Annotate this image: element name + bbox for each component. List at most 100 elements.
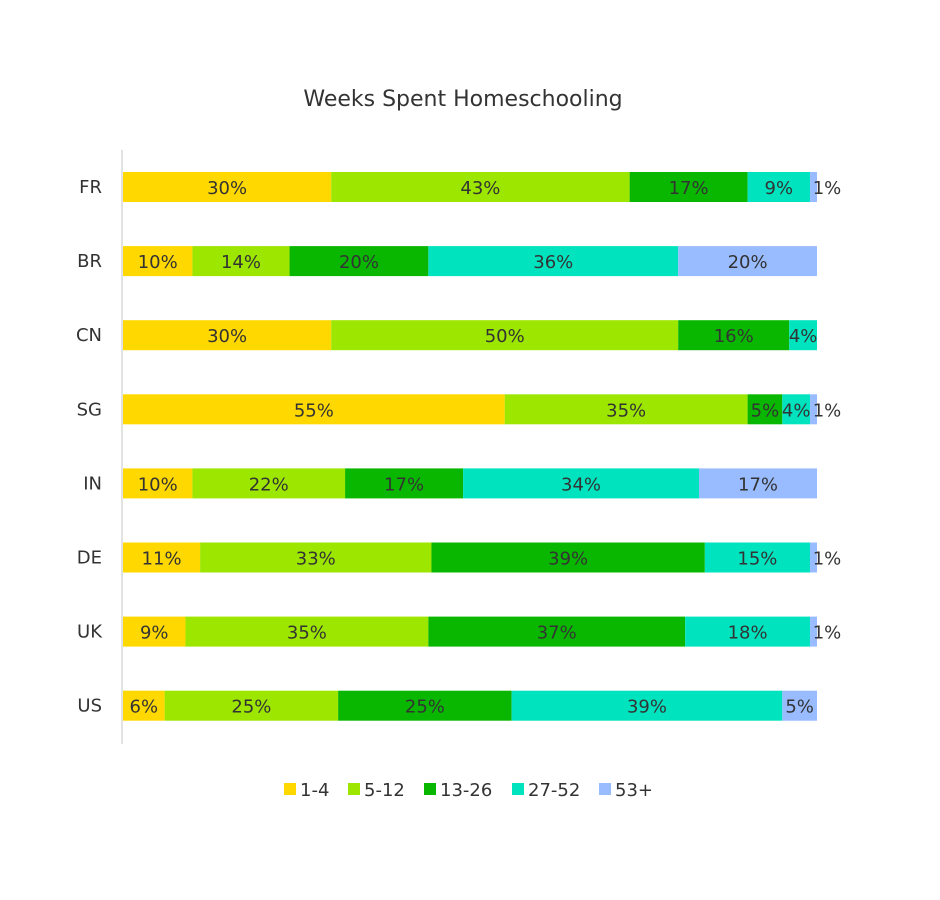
data-label: 34% bbox=[561, 474, 601, 495]
data-label: 39% bbox=[548, 549, 588, 570]
bar-segment bbox=[431, 542, 705, 573]
category-label: IN bbox=[83, 473, 102, 494]
data-label: 9% bbox=[765, 178, 794, 199]
legend: 1-4 5-12 13-26 27-52 53+ bbox=[284, 780, 653, 801]
bar-segment bbox=[428, 246, 679, 277]
category-label: BR bbox=[77, 251, 102, 272]
chart-title: Weeks Spent Homeschooling bbox=[303, 87, 622, 112]
bar-segment bbox=[428, 616, 686, 647]
category-label: SG bbox=[77, 399, 102, 420]
bar-segment bbox=[699, 468, 817, 499]
bar-segment bbox=[123, 690, 165, 721]
data-label: 1% bbox=[813, 400, 842, 421]
bar-segment bbox=[123, 468, 193, 499]
data-label: 14% bbox=[221, 252, 261, 273]
bar-segment bbox=[123, 172, 332, 202]
data-label: 25% bbox=[405, 697, 445, 718]
bar-segment bbox=[123, 542, 201, 573]
data-label: 18% bbox=[728, 623, 768, 644]
data-label: 10% bbox=[138, 474, 178, 495]
legend-label: 5-12 bbox=[364, 780, 405, 801]
data-label: 20% bbox=[339, 252, 379, 273]
bar-segment bbox=[192, 246, 290, 277]
data-label: 5% bbox=[785, 697, 814, 718]
legend-swatch bbox=[512, 783, 524, 795]
legend-swatch bbox=[284, 783, 296, 795]
legend-label: 53+ bbox=[615, 780, 653, 801]
bar-segment bbox=[331, 320, 679, 351]
bar-segment bbox=[200, 542, 432, 573]
bar-segment bbox=[789, 320, 817, 351]
bar-segment bbox=[123, 246, 193, 277]
bar-segment bbox=[810, 616, 817, 647]
data-label: 43% bbox=[460, 178, 500, 199]
data-label: 17% bbox=[738, 474, 778, 495]
data-label: 4% bbox=[782, 400, 811, 421]
legend-label: 13-26 bbox=[440, 780, 492, 801]
legend-swatch bbox=[348, 783, 360, 795]
bar-segment bbox=[289, 246, 429, 277]
data-label: 55% bbox=[294, 400, 334, 421]
data-label: 39% bbox=[627, 697, 667, 718]
bar-segment bbox=[123, 320, 332, 351]
legend-swatch bbox=[424, 783, 436, 795]
bar-segment bbox=[511, 690, 783, 721]
data-label: 36% bbox=[533, 252, 573, 273]
category-label: US bbox=[77, 696, 102, 717]
data-label: 15% bbox=[737, 549, 777, 570]
bar-segment bbox=[123, 616, 186, 647]
bar-segment bbox=[504, 394, 748, 425]
data-label: 30% bbox=[207, 326, 247, 347]
bar-segment bbox=[810, 172, 817, 202]
data-label: 9% bbox=[140, 623, 169, 644]
category-label: FR bbox=[79, 177, 102, 198]
bar-segment bbox=[747, 394, 783, 425]
bar-segment bbox=[685, 616, 811, 647]
legend-label: 1-4 bbox=[300, 780, 329, 801]
bar-segment bbox=[192, 468, 346, 499]
bar-segment bbox=[782, 690, 817, 721]
bar-segment bbox=[331, 172, 630, 202]
data-label: 30% bbox=[207, 178, 247, 199]
data-label: 16% bbox=[714, 326, 754, 347]
data-label: 20% bbox=[728, 252, 768, 273]
data-label: 17% bbox=[384, 474, 424, 495]
bar-segment bbox=[704, 542, 810, 573]
bar-segment bbox=[345, 468, 464, 499]
bar-segment bbox=[164, 690, 339, 721]
data-label: 37% bbox=[537, 623, 577, 644]
bar-segment bbox=[809, 542, 817, 573]
data-label: 1% bbox=[813, 178, 842, 199]
data-label: 17% bbox=[669, 178, 709, 199]
bar-segment bbox=[185, 616, 429, 647]
data-label: 50% bbox=[485, 326, 525, 347]
legend-swatch bbox=[599, 783, 611, 795]
bar-segment bbox=[338, 690, 512, 721]
bars-group: FR 30% 43% 17% 9% 1% BR 10% 14% 20% 36% 20% CN 30% 50%… bbox=[76, 172, 841, 721]
bar-segment bbox=[463, 468, 700, 499]
bar-segment bbox=[629, 172, 748, 202]
data-label: 22% bbox=[249, 474, 289, 495]
data-label: 35% bbox=[287, 623, 327, 644]
data-label: 33% bbox=[296, 549, 336, 570]
bar-segment bbox=[678, 246, 817, 277]
data-label: 4% bbox=[789, 326, 818, 347]
legend-label: 27-52 bbox=[528, 780, 580, 801]
data-label: 25% bbox=[231, 697, 271, 718]
category-label: UK bbox=[77, 622, 103, 643]
data-label: 11% bbox=[142, 549, 182, 570]
data-label: 35% bbox=[606, 400, 646, 421]
category-label: CN bbox=[76, 325, 102, 346]
bar-segment bbox=[782, 394, 811, 425]
data-label: 1% bbox=[813, 623, 842, 644]
data-label: 1% bbox=[813, 549, 842, 570]
data-label: 6% bbox=[130, 697, 159, 718]
data-label: 10% bbox=[138, 252, 178, 273]
bar-segment bbox=[747, 172, 811, 202]
bar-segment bbox=[810, 394, 817, 425]
data-label: 5% bbox=[751, 400, 780, 421]
bar-segment bbox=[678, 320, 790, 351]
category-label: DE bbox=[77, 548, 102, 569]
bar-segment bbox=[123, 394, 505, 425]
